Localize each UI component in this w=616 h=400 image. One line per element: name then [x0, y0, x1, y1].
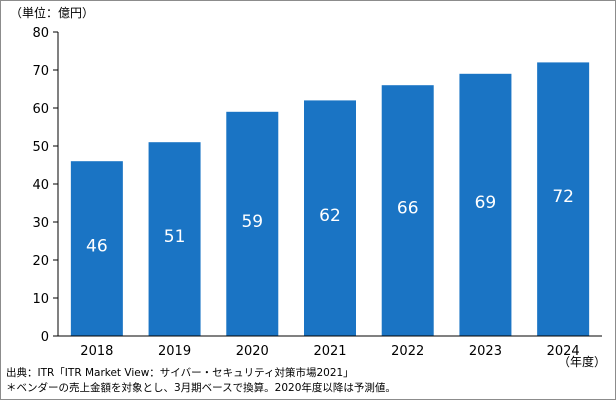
x-tick-label-2019: 2019 [158, 344, 191, 359]
y-tick-label: 20 [32, 254, 49, 269]
y-tick-label: 80 [32, 26, 49, 41]
x-axis-ticks: 2018 2019 2020 2021 2022 2023 2024 [80, 344, 579, 359]
y-tick-label: 10 [32, 292, 49, 307]
y-tick-label: 50 [32, 140, 49, 155]
estimate-note: ＊ベンダーの売上金額を対象とし、3月期ベースで換算。2020年度以降は予測値。 [6, 382, 396, 394]
x-tick-label-2021: 2021 [313, 344, 346, 359]
value-labels: 46 51 59 62 66 69 72 [86, 187, 574, 256]
value-label-2018: 46 [86, 237, 108, 257]
x-unit-label: （年度） [558, 354, 606, 369]
value-label-2021: 62 [319, 206, 341, 226]
bar-2018 [70, 161, 123, 336]
bar-2019 [148, 142, 201, 336]
x-tick-label-2022: 2022 [391, 344, 424, 359]
x-tick-label-2020: 2020 [236, 344, 269, 359]
source-note: 出典：ITR「ITR Market View：サイバー・セキュリティ対策市場20… [6, 367, 354, 379]
bar-2021 [304, 100, 356, 337]
bar-2022 [381, 85, 434, 336]
value-label-2023: 69 [475, 193, 497, 213]
y-tick-label: 40 [32, 178, 49, 193]
x-tick-label-2018: 2018 [80, 344, 113, 359]
value-label-2020: 59 [241, 212, 263, 232]
y-tick-label: 70 [32, 64, 49, 79]
value-label-2019: 51 [164, 227, 186, 247]
unit-label: （単位：億円） [10, 5, 94, 20]
y-tick-label: 0 [41, 330, 49, 345]
y-tick-label: 60 [32, 102, 49, 117]
bar-2023 [459, 73, 512, 337]
bar-2024 [537, 62, 590, 337]
y-tick-label: 30 [32, 216, 49, 231]
bars [70, 62, 590, 337]
y-axis-ticks: 0 10 20 30 40 50 60 70 80 [32, 26, 58, 345]
value-label-2022: 66 [397, 199, 419, 219]
bar-2020 [226, 111, 279, 336]
x-tick-label-2024: 2024 [547, 344, 580, 359]
x-tick-label-2023: 2023 [469, 344, 502, 359]
value-label-2024: 72 [552, 187, 574, 207]
